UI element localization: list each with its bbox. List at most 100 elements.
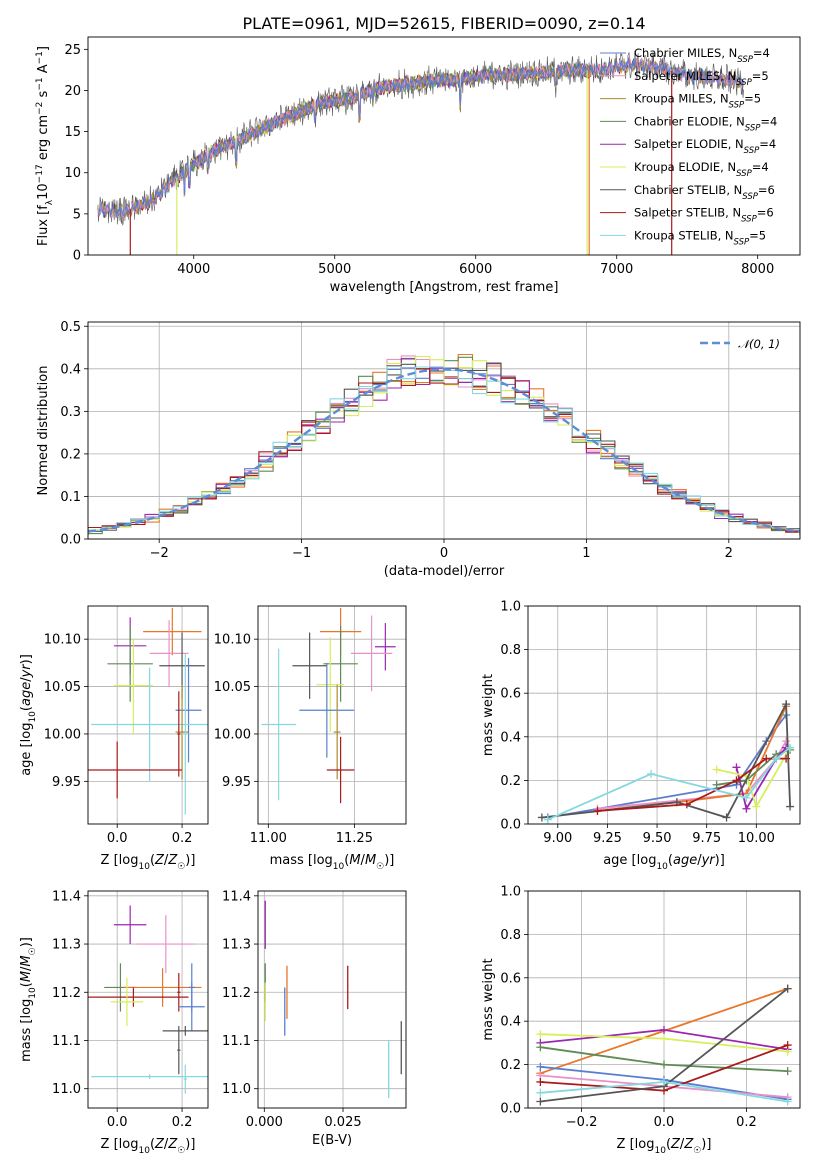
y-tick-label: 1.0 — [500, 885, 521, 900]
y-tick-label: 1.0 — [500, 600, 521, 615]
x-tick-label: −2 — [150, 546, 169, 561]
y-tick-label: 0.8 — [500, 643, 521, 658]
errorbar-point — [292, 632, 327, 699]
y-tick-label: 0.0 — [60, 533, 81, 548]
legend-label: Salpeter MILES, NSSP=5 — [634, 69, 769, 88]
x-tick-label: 0.0 — [107, 1115, 128, 1130]
errorbar-point — [177, 972, 181, 1012]
y-axis-label: Flux [fλ10−17 erg cm−2 s−1 A−1] — [35, 46, 55, 246]
legend-label: Chabrier MILES, NSSP=4 — [634, 46, 770, 65]
axes-frame — [87, 321, 801, 540]
weight-marker-chabrier_stelib — [783, 984, 792, 993]
legend-label-value: =4 — [759, 137, 776, 151]
errorbar-point — [350, 615, 393, 692]
weight-marker-kroupa_stelib — [786, 743, 795, 752]
weight-marker-chabrier_stelib — [722, 813, 731, 822]
x-tick-label: 7000 — [600, 262, 633, 277]
spectrum-line-salpeter_elodie — [179, 62, 589, 190]
legend-label-value: =4 — [760, 114, 777, 128]
legend-label-subscript: SSP — [741, 215, 757, 225]
weight-marker-kroupa_stelib — [536, 1088, 545, 1097]
errorbar-point — [299, 662, 355, 758]
y-tick-label: 11.2 — [52, 986, 81, 1001]
y-tick-label: 9.95 — [222, 775, 251, 790]
y-tick-label: 10.05 — [214, 680, 251, 695]
x-tick-label: 9.75 — [692, 831, 721, 846]
y-tick-label: 11.0 — [52, 1082, 81, 1097]
y-tick-label: 10.05 — [44, 680, 81, 695]
weight-marker-chabrier_stelib — [537, 813, 546, 822]
legend-label-text: Kroupa MILES, N — [634, 92, 729, 106]
y-tick-label: 10.00 — [214, 727, 251, 742]
age-vs-weight-panel: 9.00 9.25 9.50 9.75 10.00 0.0 0.2 0.4 0.6 0.8 1.0 a… — [481, 600, 801, 872]
errorbar-point — [149, 620, 189, 687]
legend-gauss-label: 𝒩(0, 1) — [738, 337, 780, 351]
y-tick-label: 0.2 — [60, 447, 81, 462]
weight-marker-kroupa_stelib — [742, 793, 751, 802]
x-tick-label: 9.50 — [643, 831, 672, 846]
y-tick-label: 10.10 — [214, 633, 251, 648]
x-axis-label: Z [log10(Z/Z☉)] — [101, 853, 196, 872]
z-vs-weight-panel: −0.2 0.0 0.2 0.0 0.2 0.4 0.6 0.8 1.0 Z [log10(Z/Z… — [481, 885, 801, 1156]
z-vs-mass-panel: 0.0 0.2 11.0 11.1 11.2 11.3 11.4 Z [log10(Z/Z☉)… — [19, 889, 209, 1156]
x-axis-label: Z [log10(Z/Z☉)] — [101, 1137, 196, 1156]
weight-marker-chabrier_stelib — [786, 802, 795, 811]
y-tick-label: 11.1 — [52, 1034, 81, 1049]
errorbar-point — [333, 684, 341, 780]
legend-label-value: =5 — [749, 228, 766, 242]
x-tick-label: 0.000 — [246, 1115, 283, 1130]
errorbar-point — [177, 691, 181, 777]
errorbar-point — [375, 623, 396, 671]
weight-marker-salpeter_stelib — [536, 1077, 545, 1086]
spectrum-panel: 4000 5000 6000 7000 8000 0 5 10 15 20 25 wavelength… — [35, 36, 801, 295]
y-tick-label: 5 — [73, 207, 81, 222]
x-tick-label: 11.25 — [336, 831, 373, 846]
y-tick-label: 11.2 — [222, 986, 251, 1001]
legend-label: Chabrier STELIB, NSSP=6 — [634, 183, 775, 202]
legend-label-text: Salpeter STELIB, N — [634, 206, 741, 220]
y-tick-label: 10.10 — [44, 633, 81, 648]
legend-label-text: Salpeter ELODIE, N — [634, 137, 744, 151]
x-axis-label: wavelength [Angstrom, rest frame] — [330, 280, 559, 295]
errorbar-point — [323, 625, 358, 702]
x-tick-label: 0.025 — [324, 1115, 361, 1130]
mass-vs-age-panel: 11.00 11.25 9.95 10.00 10.05 10.10 mass [log10… — [214, 605, 407, 872]
legend-label-text: Salpeter MILES, N — [634, 69, 736, 83]
gaussian-curve — [88, 368, 800, 533]
histogram-salpeter_stelib — [88, 365, 800, 536]
weight-marker-salpeter_elodie — [742, 804, 751, 813]
weight-marker-salpeter_stelib — [782, 754, 791, 763]
x-tick-label: 9.25 — [593, 831, 622, 846]
errorbar-point — [113, 905, 147, 945]
errorbar-point — [88, 741, 183, 799]
errorbar-point — [178, 982, 205, 1031]
weight-marker-chabrier_elodie — [712, 780, 721, 789]
x-tick-label: 4000 — [177, 262, 210, 277]
legend-label-value: =6 — [757, 206, 774, 220]
x-axis-label: mass [log10(M/M☉)] — [270, 853, 395, 872]
errorbar-point — [88, 987, 189, 1007]
errorbar-point — [261, 648, 296, 801]
y-tick-label: 10 — [64, 166, 81, 181]
histogram-chabrier_stelib — [88, 362, 800, 534]
weight-marker-kroupa_elodie — [712, 765, 721, 774]
figure-title: PLATE=0961, MJD=52615, FIBERID=0090, z=0… — [242, 14, 645, 33]
errorbar-point — [136, 915, 196, 973]
x-tick-label: 1 — [582, 546, 590, 561]
y-axis-label: age [log10(age/yr)] — [19, 654, 38, 776]
y-tick-label: 0.0 — [500, 1102, 521, 1117]
y-tick-label: 0.2 — [500, 1058, 521, 1073]
x-tick-label: 2 — [725, 546, 733, 561]
weight-marker-salpeter_stelib — [732, 776, 741, 785]
axes-frame — [527, 890, 801, 1109]
y-tick-label: 0.2 — [500, 774, 521, 789]
x-tick-label: 11.00 — [250, 831, 287, 846]
spectrum-line-salpeter_miles — [97, 56, 744, 219]
x-tick-label: 8000 — [741, 262, 774, 277]
residual-histogram-panel: −2 −1 0 1 2 0.0 0.1 0.2 0.3 0.4 0.5 (data-model)/er… — [36, 320, 801, 579]
y-tick-label: 11.4 — [222, 889, 251, 904]
legend-label-value: =4 — [753, 46, 770, 60]
y-tick-label: 0.6 — [500, 971, 521, 986]
x-tick-label: 0 — [440, 546, 448, 561]
y-tick-label: 15 — [64, 125, 81, 140]
